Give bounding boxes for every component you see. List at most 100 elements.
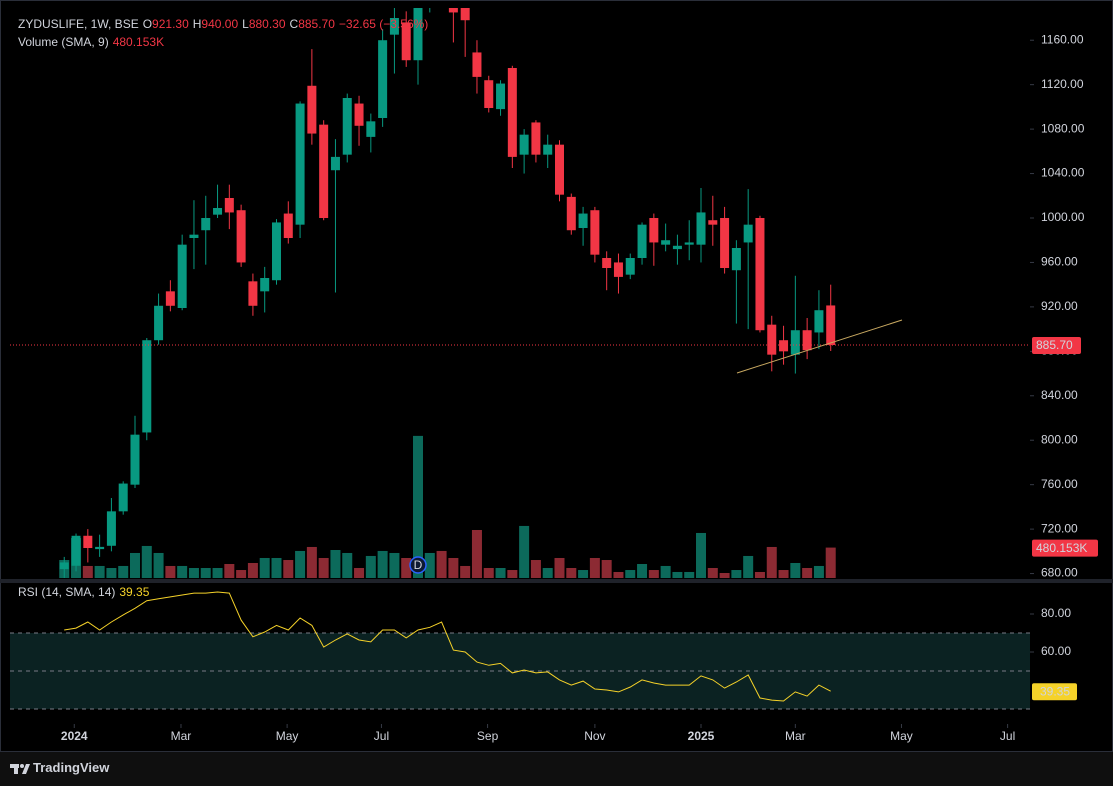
volume-bar bbox=[625, 570, 636, 578]
volume-legend: Volume (SMA, 9) 480.153K bbox=[18, 35, 168, 49]
y-tick-label: 960.00 bbox=[1041, 255, 1078, 269]
candle-body bbox=[826, 305, 836, 345]
candle-body bbox=[743, 224, 753, 243]
volume-bar bbox=[141, 545, 152, 578]
y-tick-label: 1040.00 bbox=[1041, 166, 1085, 180]
rsi-legend: RSI (14, SMA, 14) 39.35 bbox=[18, 585, 153, 599]
volume-bar bbox=[530, 560, 541, 578]
volume-bar bbox=[94, 565, 105, 578]
volume-bar bbox=[743, 555, 754, 578]
candle-body bbox=[566, 196, 576, 231]
candle-body bbox=[602, 258, 612, 268]
candle-body bbox=[555, 144, 565, 195]
x-tick-label: Nov bbox=[584, 729, 605, 743]
candle-body bbox=[543, 144, 553, 155]
candle-body bbox=[201, 218, 211, 231]
y-tick-label: 760.00 bbox=[1041, 477, 1078, 491]
candle-body bbox=[767, 324, 777, 355]
volume-value-label: 480.153K bbox=[1036, 541, 1087, 555]
candle-body bbox=[83, 535, 93, 548]
volume-bar bbox=[236, 570, 247, 578]
candle-body bbox=[720, 218, 730, 268]
candle-body bbox=[578, 213, 588, 228]
candle-body bbox=[484, 80, 494, 108]
volume-title: Volume (SMA, 9) bbox=[18, 35, 109, 49]
rsi-title: RSI (14, SMA, 14) bbox=[18, 585, 116, 599]
rsi-value-label: 39.35 bbox=[1040, 684, 1070, 698]
volume-bar bbox=[153, 552, 164, 578]
volume-bar bbox=[401, 557, 412, 578]
x-tick-label: Jul bbox=[374, 729, 389, 743]
candle-body bbox=[260, 278, 270, 292]
volume-bar bbox=[318, 557, 329, 578]
candle-body bbox=[106, 511, 116, 546]
volume-bar bbox=[790, 562, 801, 578]
axes: 680.00720.00760.00800.00840.00880.00920.… bbox=[61, 32, 1098, 743]
candle-body bbox=[802, 330, 812, 351]
candle-body bbox=[354, 103, 364, 126]
rsi-value: 39.35 bbox=[119, 585, 150, 599]
volume-bar bbox=[448, 557, 459, 578]
volume-bar bbox=[365, 555, 376, 578]
volume-bar bbox=[684, 571, 695, 578]
candle-body bbox=[59, 562, 69, 570]
volume-bar bbox=[778, 570, 789, 578]
candle-body bbox=[95, 546, 105, 550]
volume-bar bbox=[271, 557, 282, 578]
y-tick-label: 680.00 bbox=[1041, 566, 1078, 580]
volume-bar bbox=[766, 546, 777, 578]
pane-separator bbox=[0, 579, 1113, 583]
y-tick-label: 1120.00 bbox=[1041, 77, 1084, 91]
volume-bar bbox=[177, 565, 188, 578]
volume-bar bbox=[566, 567, 577, 578]
volume-bar bbox=[483, 567, 494, 578]
candle-body bbox=[507, 68, 517, 157]
candle-body bbox=[590, 210, 600, 255]
candle-body bbox=[413, 8, 423, 61]
ohlc-value: 921.30 bbox=[152, 17, 189, 31]
volume-bar bbox=[542, 567, 553, 578]
candle-body bbox=[672, 245, 682, 250]
volume-bar bbox=[719, 572, 730, 578]
symbol: ZYDUSLIFE, 1W, BSE bbox=[18, 17, 139, 31]
volume-bar bbox=[578, 570, 589, 578]
volume-bar bbox=[696, 532, 707, 578]
candle-body bbox=[319, 124, 329, 218]
volume-bar bbox=[460, 565, 471, 578]
volume-bar bbox=[354, 567, 365, 578]
volume-bar bbox=[247, 562, 258, 578]
volume-bar bbox=[330, 550, 341, 578]
brand: TradingView bbox=[33, 760, 110, 775]
volume-bar bbox=[601, 560, 612, 578]
volume-bar bbox=[495, 567, 506, 578]
x-tick-label: Jul bbox=[1000, 729, 1015, 743]
volume-bar bbox=[613, 571, 624, 578]
candle-body bbox=[366, 121, 376, 137]
volume-bar bbox=[731, 570, 742, 578]
volume-bar bbox=[648, 570, 659, 578]
volume-bar bbox=[377, 550, 388, 578]
candle-body bbox=[460, 8, 470, 21]
candle-body bbox=[448, 8, 458, 13]
volume-value-box bbox=[1032, 539, 1098, 557]
volume-bar bbox=[295, 550, 306, 578]
candle-body bbox=[472, 52, 482, 77]
rsi-line bbox=[64, 591, 831, 702]
volume-bar bbox=[637, 564, 648, 578]
candle-body bbox=[142, 340, 152, 433]
volume-bar bbox=[165, 565, 176, 578]
candle-body bbox=[154, 305, 164, 341]
rsi-value-box bbox=[1032, 683, 1077, 701]
volume-bar bbox=[259, 557, 270, 578]
volume-bar bbox=[507, 570, 518, 578]
x-tick-label: May bbox=[890, 729, 913, 743]
y-tick-label: 800.00 bbox=[1041, 432, 1078, 446]
change: −32.65 (−3.56%) bbox=[338, 17, 429, 31]
price-legend: ZYDUSLIFE, 1W, BSE O921.30 H940.00 L880.30 C… bbox=[18, 17, 432, 31]
candle-body bbox=[661, 240, 671, 245]
x-tick-label: Mar bbox=[171, 729, 192, 743]
candle-body bbox=[224, 198, 234, 213]
volume-bar bbox=[424, 552, 435, 578]
